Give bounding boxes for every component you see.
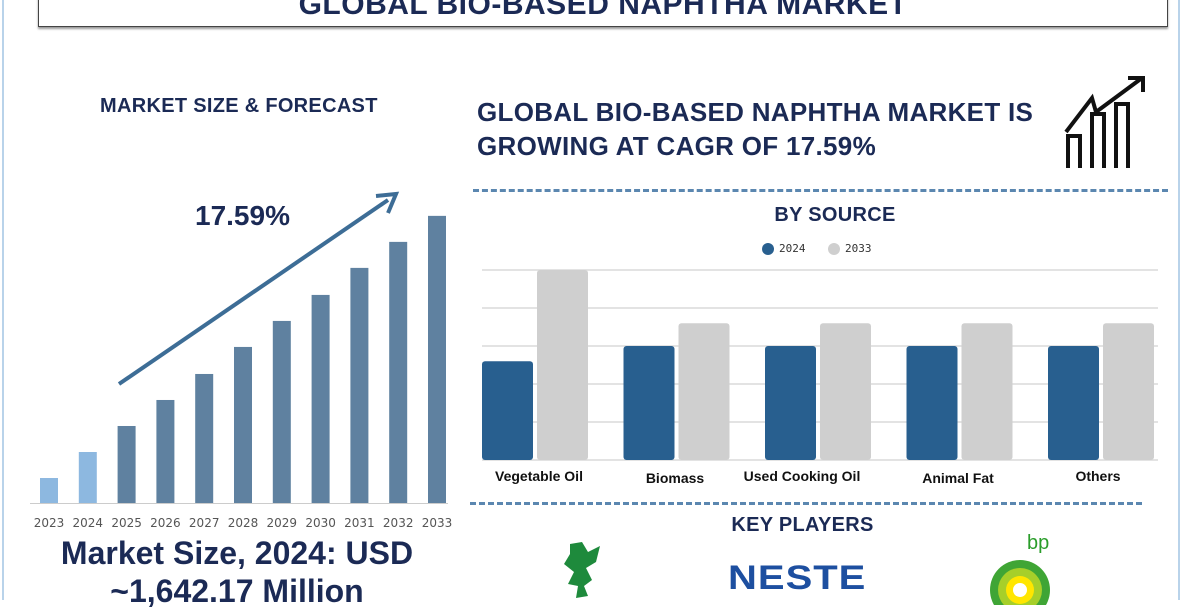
bar-2024 [78,452,97,503]
bar-2033 [428,215,446,503]
legend-2024-label: 2024 [779,242,806,255]
legend-2024-swatch [762,243,774,255]
tick-label-2023: 2023 [34,516,65,530]
bar-2032 [389,241,408,503]
page-title: GLOBAL BIO-BASED NAPHTHA MARKET [298,0,908,21]
bar-2030 [311,294,330,503]
bar-2026 [156,399,175,503]
bp-logo-text: bp [1027,532,1050,554]
market-size-line1: Market Size, 2024: USD [60,535,414,571]
growth-chart-icon [1064,76,1145,168]
key-players-heading: KEY PLAYERS [731,514,874,536]
cagr-label: 17.59% [195,200,290,231]
category-label: Used Cooking Oil [743,468,861,484]
tick-label-2025: 2025 [111,516,142,530]
tick-label-2028: 2028 [228,516,259,530]
bar-2029 [272,320,291,503]
category-label: Others [1075,468,1121,484]
bar-2025 [117,425,136,503]
market-size-line2: ~1,642.17 Million [110,573,364,609]
bar-others-2033 [1103,323,1154,460]
bar-vegetable-oil-2033 [537,270,588,460]
tick-label-2030: 2030 [305,516,336,530]
legend-2033-swatch [828,243,840,255]
upm-logo [564,542,600,598]
by-source-heading: BY SOURCE [774,204,896,226]
by-source-chart [482,269,1158,461]
trend-arrow-head [375,191,400,214]
title-box [38,0,1168,27]
bar-others-2024 [1048,346,1099,460]
bar-2023 [40,478,58,503]
divider [473,189,1168,192]
tick-label-2024: 2024 [73,516,104,530]
neste-logo: NESTE [728,559,867,597]
bar-used-cooking-oil-2024 [765,346,816,460]
tick-label-2033: 2033 [422,516,453,530]
bar-2031 [350,267,369,503]
frame-border-right [1178,0,1180,600]
tick-label-2026: 2026 [150,516,181,530]
bar-2028 [234,346,252,503]
bar-used-cooking-oil-2033 [820,323,871,460]
cagr-headline: GLOBAL BIO-BASED NAPHTHA MARKET IS GROWI… [477,97,1034,161]
category-label: Biomass [645,470,705,486]
category-label: Animal Fat [922,470,994,486]
bar-vegetable-oil-2024 [482,361,533,460]
bar-biomass-2024 [623,346,675,460]
market-size-heading: MARKET SIZE & FORECAST [100,95,378,117]
tick-label-2032: 2032 [383,516,414,530]
bp-logo [990,560,1050,605]
category-label: Vegetable Oil [495,468,583,484]
divider [470,502,1142,505]
tick-label-2027: 2027 [189,516,220,530]
trend-arrow [117,198,390,386]
bar-biomass-2033 [678,323,730,460]
market-forecast-chart: 2023 2024 2025 2026 2027 2028 2029 2030 2031 2032… [30,191,453,530]
frame-border-left [2,0,4,600]
bar-animal-fat-2033 [961,323,1013,460]
bar-2027 [195,373,214,503]
legend-2033-label: 2033 [845,242,872,255]
tick-label-2031: 2031 [344,516,375,530]
tick-label-2029: 2029 [267,516,298,530]
bar-animal-fat-2024 [906,346,958,460]
